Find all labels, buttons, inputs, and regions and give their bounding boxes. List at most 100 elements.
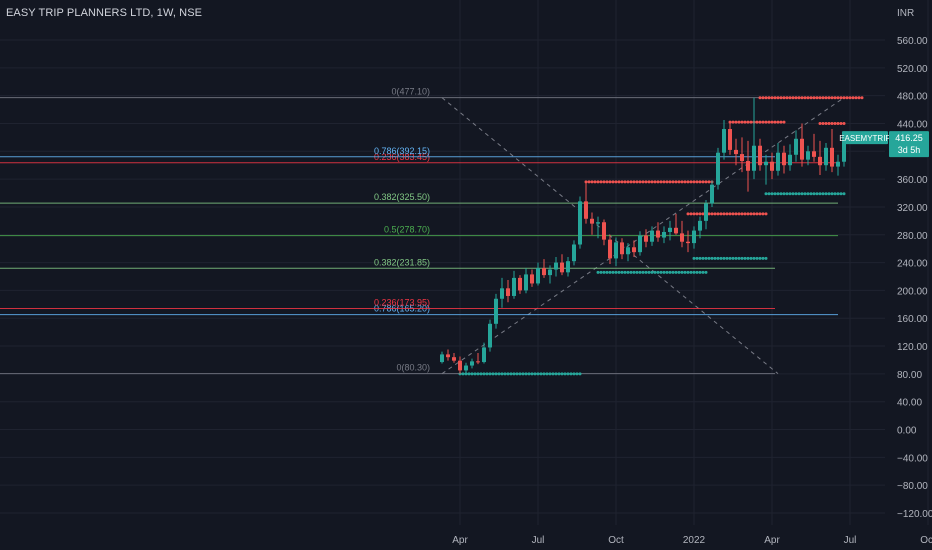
candle-body[interactable] [638, 235, 642, 253]
fib-lower-level-label: 0.786(392.15) [374, 146, 430, 156]
candle-body[interactable] [794, 138, 798, 155]
candle-body[interactable] [662, 231, 666, 238]
candle-body[interactable] [674, 227, 678, 234]
candle-body[interactable] [554, 262, 558, 270]
candle-body[interactable] [836, 161, 840, 167]
x-axis-tick-label: 2022 [683, 535, 706, 546]
candle-body[interactable] [728, 129, 732, 150]
candle-body[interactable] [536, 268, 540, 284]
candle-body[interactable] [614, 242, 618, 259]
candle-body[interactable] [710, 184, 714, 204]
candle-body[interactable] [632, 247, 636, 253]
candle-body[interactable] [452, 357, 456, 361]
y-axis-tick-label: 560.00 [897, 36, 928, 47]
support-dot [842, 192, 846, 196]
candle-body[interactable] [770, 161, 774, 171]
resistance-dot [656, 180, 660, 184]
support-dot [509, 372, 513, 376]
resistance-dot [860, 96, 864, 100]
candle-body[interactable] [740, 154, 744, 162]
candle-body[interactable] [716, 152, 720, 185]
candle-body[interactable] [734, 149, 738, 155]
candle-body[interactable] [830, 147, 834, 167]
resistance-dot [839, 96, 843, 100]
y-axis-tick-label: 120.00 [897, 342, 928, 353]
candle-body[interactable] [824, 147, 828, 166]
resistance-dot [707, 180, 711, 184]
support-dot [818, 192, 822, 196]
candle-body[interactable] [476, 361, 480, 363]
candle-body[interactable] [668, 227, 672, 232]
candle-body[interactable] [722, 129, 726, 153]
candle-body[interactable] [446, 354, 450, 358]
candle-body[interactable] [440, 354, 444, 363]
candle-body[interactable] [620, 242, 624, 255]
candle-body[interactable] [512, 277, 516, 296]
support-dot [827, 192, 831, 196]
support-dot [716, 256, 720, 260]
support-dot [467, 372, 471, 376]
candle-body[interactable] [590, 218, 594, 224]
support-dot [695, 270, 699, 274]
candle-body[interactable] [458, 360, 462, 371]
candle-body[interactable] [680, 233, 684, 242]
support-dot [800, 192, 804, 196]
resistance-dot [596, 180, 600, 184]
candle-body[interactable] [608, 239, 612, 259]
candle-body[interactable] [800, 138, 804, 160]
candle-body[interactable] [518, 277, 522, 291]
candle-body[interactable] [752, 145, 756, 171]
candle-body[interactable] [542, 268, 546, 276]
candle-body[interactable] [572, 244, 576, 262]
candle-body[interactable] [812, 151, 816, 157]
candle-body[interactable] [782, 152, 786, 166]
candle-body[interactable] [506, 288, 510, 296]
candle-body[interactable] [584, 201, 588, 219]
candle-body[interactable] [560, 262, 564, 273]
candle-body[interactable] [704, 203, 708, 221]
support-dot [701, 270, 705, 274]
support-dot [545, 372, 549, 376]
resistance-dot [761, 120, 765, 124]
resistance-dot [755, 120, 759, 124]
candle-body[interactable] [746, 161, 750, 171]
candle-body[interactable] [806, 151, 810, 160]
candle-body[interactable] [686, 241, 690, 244]
support-dot [527, 372, 531, 376]
candle-body[interactable] [548, 269, 552, 276]
support-dot [569, 372, 573, 376]
resistance-dot [593, 180, 597, 184]
candle-body[interactable] [494, 298, 498, 324]
candle-body[interactable] [626, 247, 630, 255]
support-dot [560, 372, 564, 376]
candle-body[interactable] [566, 261, 570, 273]
candle-body[interactable] [470, 361, 474, 366]
candle-body[interactable] [692, 230, 696, 244]
candle-body[interactable] [500, 288, 504, 299]
candle-body[interactable] [698, 220, 702, 231]
candle-body[interactable] [482, 347, 486, 363]
candle-body[interactable] [650, 230, 654, 242]
support-dot [644, 270, 648, 274]
candle-body[interactable] [764, 161, 768, 166]
candle-body[interactable] [464, 365, 468, 371]
support-dot [512, 372, 516, 376]
candle-body[interactable] [596, 222, 600, 224]
candle-body[interactable] [776, 152, 780, 171]
support-dot [737, 256, 741, 260]
candle-body[interactable] [818, 156, 822, 166]
candle-body[interactable] [524, 274, 528, 291]
candle-body[interactable] [842, 140, 846, 162]
resistance-dot [590, 180, 594, 184]
candle-body[interactable] [788, 154, 792, 166]
candle-body[interactable] [578, 201, 582, 245]
candle-body[interactable] [530, 274, 534, 284]
candle-body[interactable] [488, 323, 492, 348]
candle-body[interactable] [602, 222, 606, 240]
candle-body[interactable] [644, 235, 648, 242]
resistance-dot [620, 180, 624, 184]
resistance-dot [641, 180, 645, 184]
candle-body[interactable] [758, 145, 762, 166]
candle-body[interactable] [656, 230, 660, 238]
